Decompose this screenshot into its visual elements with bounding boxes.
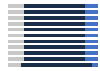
Bar [8,57,24,61]
Bar [8,39,24,43]
Bar [8,45,24,49]
Bar [24,16,85,20]
Bar [85,16,98,20]
Bar [8,10,24,14]
Bar [8,63,21,67]
Bar [85,34,98,37]
Bar [85,51,98,55]
Bar [85,45,98,49]
Bar [24,51,85,55]
Bar [8,22,24,26]
Bar [24,34,85,37]
Bar [85,10,98,14]
Bar [8,51,24,55]
Bar [24,45,85,49]
Bar [85,57,98,61]
Bar [8,4,24,8]
Bar [85,22,98,26]
Bar [85,4,98,8]
Bar [8,28,24,32]
Bar [21,63,92,67]
Bar [8,34,24,37]
Bar [24,39,85,43]
Bar [24,57,85,61]
Bar [24,22,85,26]
Bar [85,28,98,32]
Bar [24,10,85,14]
Bar [92,63,98,67]
Bar [24,28,85,32]
Bar [8,16,24,20]
Bar [24,4,85,8]
Bar [85,39,98,43]
